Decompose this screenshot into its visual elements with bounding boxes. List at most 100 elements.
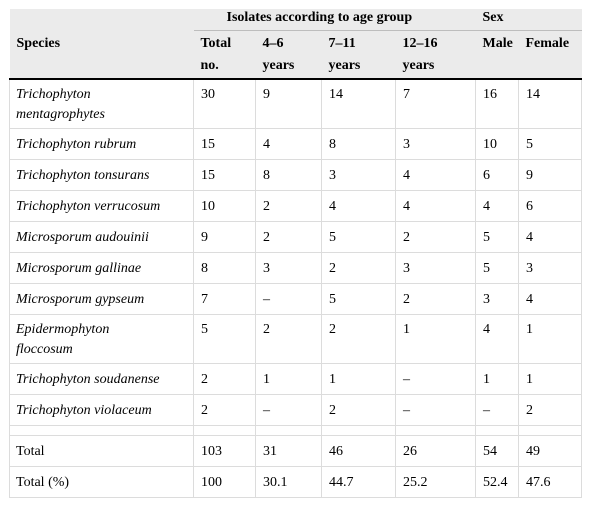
age-7-11-cell: 46: [321, 435, 396, 467]
age-7-11-cell: 4: [321, 190, 396, 222]
male-cell: 6: [475, 159, 519, 191]
total-cell: 2: [193, 394, 256, 426]
age-12-16-cell: 4: [395, 159, 476, 191]
species-cell: Trichophyton tonsurans: [9, 159, 194, 191]
female-cell: 9: [518, 159, 582, 191]
table-row: Trichophyton verrucosum 10 2 4 4 4 6: [9, 190, 582, 222]
age-7-11-cell: 2: [321, 314, 396, 364]
table-row: Trichophyton rubrum 15 4 8 3 10 5: [9, 128, 582, 160]
female-cell: 4: [518, 283, 582, 315]
species-cell: Trichophyton mentagrophytes: [9, 78, 194, 129]
total-cell: 2: [193, 363, 256, 395]
table-row: Trichophyton soudanense 2 1 1 – 1 1: [9, 363, 582, 395]
age-4-6-column-header: 4–6 years: [255, 30, 322, 79]
total-percent-label-cell: Total (%): [9, 466, 194, 498]
male-cell: 4: [475, 190, 519, 222]
total-cell: 7: [193, 283, 256, 315]
age-12-16-cell: 7: [395, 78, 476, 129]
age-7-11-cell: 5: [321, 221, 396, 253]
female-cell: 14: [518, 78, 582, 129]
female-cell: 1: [518, 363, 582, 395]
total-cell: 8: [193, 252, 256, 284]
age-4-6-cell: 4: [255, 128, 322, 160]
sex-header: Sex: [475, 9, 582, 31]
male-cell: 1: [475, 363, 519, 395]
total-cell: 5: [193, 314, 256, 364]
species-cell: Epidermophyton floccosum: [9, 314, 194, 364]
species-cell: Trichophyton violaceum: [9, 394, 194, 426]
age-4-6-cell: 9: [255, 78, 322, 129]
total-cell: 9: [193, 221, 256, 253]
table-row: Microsporum audouinii 9 2 5 2 5 4: [9, 221, 582, 253]
table-header: Species Isolates according to age group …: [9, 9, 582, 79]
total-cell: 103: [193, 435, 256, 467]
age-12-16-cell: 25.2: [395, 466, 476, 498]
age-7-11-cell: 14: [321, 78, 396, 129]
age-12-16-cell: 4: [395, 190, 476, 222]
table-row: Trichophyton violaceum 2 – 2 – – 2: [9, 394, 582, 426]
total-cell: 15: [193, 159, 256, 191]
age-7-11-cell: 1: [321, 363, 396, 395]
age-4-6-cell: 1: [255, 363, 322, 395]
age-4-6-cell: –: [255, 283, 322, 315]
age-12-16-cell: 3: [395, 252, 476, 284]
table-row: Trichophyton mentagrophytes 30 9 14 7 16 …: [9, 78, 582, 129]
female-cell: 1: [518, 314, 582, 364]
species-cell: Trichophyton verrucosum: [9, 190, 194, 222]
age-7-11-cell: 8: [321, 128, 396, 160]
male-cell: –: [475, 394, 519, 426]
age-12-16-cell: –: [395, 394, 476, 426]
age-7-11-cell: 2: [321, 252, 396, 284]
age-7-11-cell: 2: [321, 394, 396, 426]
table-row: Epidermophyton floccosum 5 2 2 1 4 1: [9, 314, 582, 364]
total-cell: 30: [193, 78, 256, 129]
female-cell: 3: [518, 252, 582, 284]
age-4-6-cell: 3: [255, 252, 322, 284]
male-cell: 16: [475, 78, 519, 129]
age-12-16-cell: 2: [395, 221, 476, 253]
species-cell: Trichophyton rubrum: [9, 128, 194, 160]
male-cell: 10: [475, 128, 519, 160]
age-group-header: Isolates according to age group: [193, 9, 476, 31]
age-12-16-cell: 1: [395, 314, 476, 364]
male-cell: 5: [475, 221, 519, 253]
table-container: Species Isolates according to age group …: [9, 9, 582, 498]
age-4-6-cell: 2: [255, 190, 322, 222]
species-isolates-table: Species Isolates according to age group …: [9, 9, 582, 498]
table-row: Microsporum gallinae 8 3 2 3 5 3: [9, 252, 582, 284]
age-7-11-cell: 44.7: [321, 466, 396, 498]
total-no-column-header: Total no.: [193, 30, 256, 79]
age-7-11-cell: 3: [321, 159, 396, 191]
age-4-6-cell: –: [255, 394, 322, 426]
age-4-6-cell: 8: [255, 159, 322, 191]
species-column-header: Species: [9, 9, 194, 79]
female-cell: 5: [518, 128, 582, 160]
species-cell: Microsporum gallinae: [9, 252, 194, 284]
table-row: Trichophyton tonsurans 15 8 3 4 6 9: [9, 159, 582, 191]
species-cell: Microsporum gypseum: [9, 283, 194, 315]
male-cell: 5: [475, 252, 519, 284]
age-4-6-cell: 2: [255, 314, 322, 364]
age-7-11-cell: 5: [321, 283, 396, 315]
male-cell: 54: [475, 435, 519, 467]
female-cell: 49: [518, 435, 582, 467]
female-cell: 2: [518, 394, 582, 426]
total-percent-row: Total (%) 100 30.1 44.7 25.2 52.4 47.6: [9, 466, 582, 498]
male-column-header: Male: [475, 30, 519, 79]
total-label-cell: Total: [9, 435, 194, 467]
female-cell: 4: [518, 221, 582, 253]
total-cell: 15: [193, 128, 256, 160]
age-12-16-cell: 3: [395, 128, 476, 160]
female-cell: 6: [518, 190, 582, 222]
table-row: Microsporum gypseum 7 – 5 2 3 4: [9, 283, 582, 315]
male-cell: 4: [475, 314, 519, 364]
age-12-16-cell: –: [395, 363, 476, 395]
spacer-row: [9, 425, 582, 436]
species-cell: Trichophyton soudanense: [9, 363, 194, 395]
age-7-11-column-header: 7–11 years: [321, 30, 396, 79]
female-column-header: Female: [518, 30, 582, 79]
age-12-16-cell: 2: [395, 283, 476, 315]
age-12-16-cell: 26: [395, 435, 476, 467]
male-cell: 3: [475, 283, 519, 315]
total-row: Total 103 31 46 26 54 49: [9, 435, 582, 467]
